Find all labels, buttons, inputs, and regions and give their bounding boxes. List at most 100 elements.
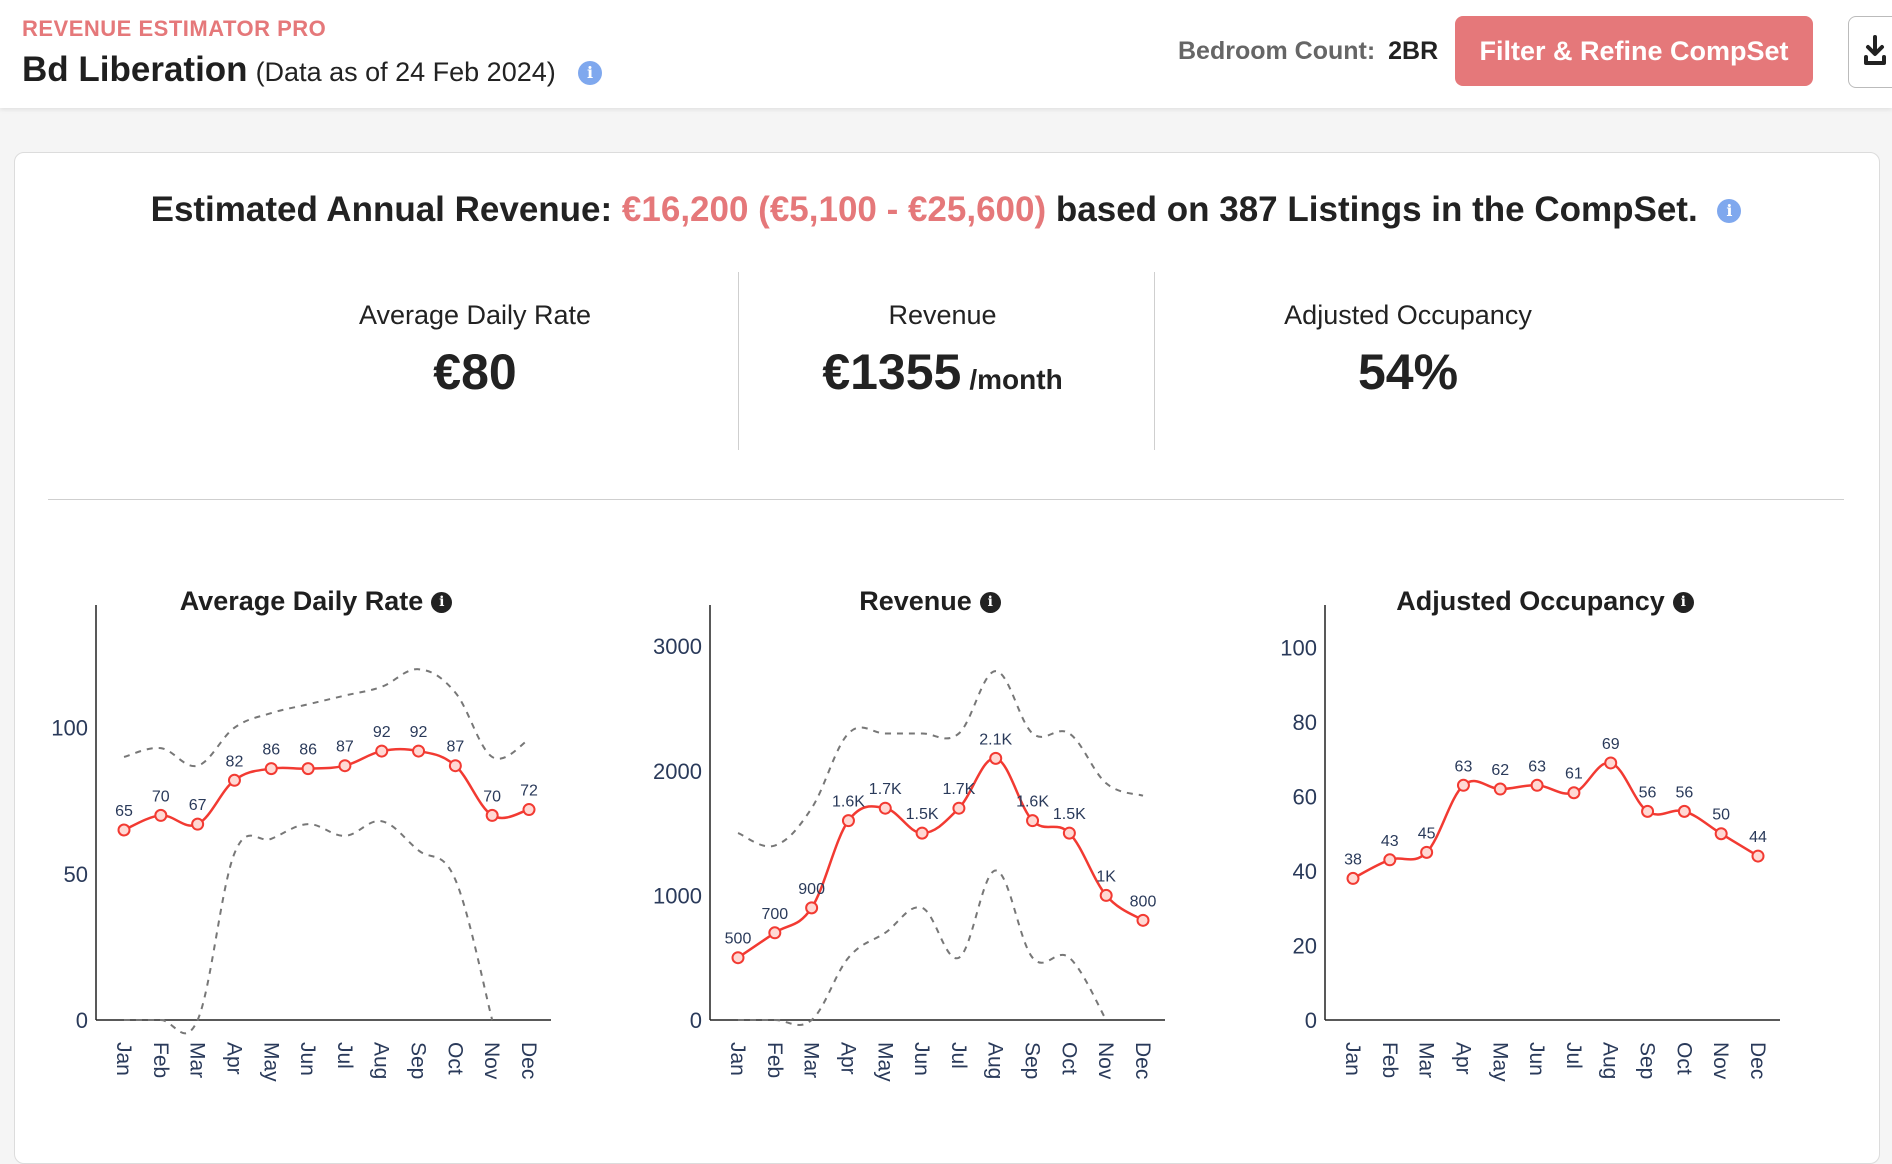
- y-tick-label: 0: [1305, 1008, 1317, 1033]
- stat-label: Adjusted Occupancy: [1284, 300, 1532, 330]
- chart-title: Average Daily Rate i: [36, 586, 596, 617]
- data-label: 86: [262, 742, 280, 759]
- data-point: [1751, 849, 1765, 863]
- series-line: [123, 747, 530, 832]
- data-label: 1.5K: [1053, 806, 1086, 823]
- data-point: [412, 744, 426, 758]
- x-tick-label: Mar: [800, 1042, 823, 1078]
- x-tick-label: Mar: [1415, 1042, 1438, 1078]
- data-point: [878, 801, 892, 815]
- x-tick-label: Aug: [370, 1042, 393, 1079]
- download-icon: [1864, 35, 1886, 65]
- data-point: [1641, 804, 1655, 818]
- y-tick-label: 50: [64, 862, 88, 887]
- occupancy-chart-svg: 0 20 40 60 80 100 Jan Feb Mar Apr May Jun Jul Aug Sep O…: [1280, 605, 1780, 1082]
- data-point: [1530, 778, 1544, 792]
- upper-band-line: [737, 670, 1144, 848]
- filter-refine-compset-button[interactable]: Filter & Refine CompSet: [1455, 16, 1813, 86]
- upper-band-line: [123, 668, 530, 768]
- data-label: 70: [483, 788, 501, 805]
- x-tick-label: Sep: [407, 1042, 430, 1079]
- divider: [1154, 272, 1155, 450]
- stat-adr: Average Daily Rate €80: [300, 300, 650, 401]
- x-tick-label: Apr: [1451, 1042, 1474, 1075]
- divider: [738, 272, 739, 450]
- stat-label: Revenue: [888, 300, 997, 330]
- data-point: [1420, 845, 1434, 859]
- x-tick-label: Dec: [1746, 1042, 1769, 1079]
- question-icon[interactable]: i: [979, 592, 1001, 614]
- revenue-chart: Revenue i 0 1000 2000 3000 Jan Feb Mar Apr May Jun…: [650, 560, 1210, 1100]
- x-tick-label: Oct: [1672, 1042, 1695, 1075]
- chart-title: Adjusted Occupancy i: [1265, 586, 1825, 617]
- data-point: [1456, 778, 1470, 792]
- question-icon[interactable]: i: [1672, 592, 1694, 614]
- chart-title: Revenue i: [650, 586, 1210, 617]
- info-icon[interactable]: i: [1717, 199, 1742, 223]
- x-tick-label: Nov: [1709, 1042, 1732, 1080]
- y-tick-label: 100: [51, 716, 88, 741]
- bedroom-count-label: Bedroom Count:: [1178, 37, 1376, 65]
- x-tick-label: Feb: [1378, 1042, 1401, 1078]
- data-point: [768, 926, 782, 940]
- x-tick-label: Sep: [1636, 1042, 1659, 1079]
- data-label: 65: [115, 803, 133, 820]
- data-point: [154, 808, 168, 822]
- data-point: [301, 762, 315, 776]
- data-label: 92: [410, 724, 428, 741]
- data-label: 1.7K: [869, 781, 902, 798]
- data-label: 86: [299, 742, 317, 759]
- data-label: 67: [189, 797, 207, 814]
- data-label: 70: [152, 788, 170, 805]
- download-button[interactable]: [1848, 16, 1892, 88]
- data-point: [731, 951, 745, 965]
- estimated-revenue-headline: Estimated Annual Revenue: €16,200 (€5,10…: [0, 190, 1892, 230]
- series-line: [737, 757, 1144, 959]
- data-label: 1.5K: [906, 806, 939, 823]
- data-point: [1677, 804, 1691, 818]
- data-point: [191, 817, 205, 831]
- x-tick-label: Aug: [1599, 1042, 1622, 1079]
- data-label: 1.6K: [832, 794, 865, 811]
- x-tick-label: Jul: [333, 1042, 356, 1069]
- x-tick-label: Sep: [1021, 1042, 1044, 1079]
- x-tick-label: Aug: [984, 1042, 1007, 1079]
- stat-occupancy: Adjusted Occupancy 54%: [1233, 300, 1583, 401]
- data-point: [264, 762, 278, 776]
- data-point: [1026, 814, 1040, 828]
- stat-value: 54%: [1357, 344, 1459, 400]
- data-point: [1567, 786, 1581, 800]
- data-label: 63: [1455, 758, 1473, 775]
- data-point: [1099, 888, 1113, 902]
- lower-band-line: [123, 820, 494, 1035]
- x-tick-label: Apr: [222, 1042, 245, 1075]
- x-tick-label: May: [873, 1042, 896, 1082]
- info-icon[interactable]: i: [578, 61, 602, 85]
- x-tick-label: Jul: [1562, 1042, 1585, 1069]
- bedroom-count-value: 2BR: [1388, 37, 1439, 65]
- data-label: 63: [1528, 758, 1546, 775]
- x-tick-label: Oct: [443, 1042, 466, 1075]
- x-tick-label: Feb: [149, 1042, 172, 1078]
- data-point: [485, 808, 499, 822]
- question-icon[interactable]: i: [431, 592, 453, 614]
- data-point: [1346, 871, 1360, 885]
- x-tick-label: Nov: [1094, 1042, 1117, 1080]
- lower-band-line: [737, 869, 1108, 1026]
- stat-value: €80: [433, 344, 517, 400]
- x-tick-label: Jan: [112, 1042, 135, 1076]
- y-tick-label: 100: [1280, 635, 1317, 660]
- y-tick-label: 80: [1293, 710, 1317, 735]
- headline-prefix: Estimated Annual Revenue:: [150, 190, 613, 229]
- x-tick-label: Feb: [763, 1042, 786, 1078]
- data-label: 82: [226, 753, 244, 770]
- data-label: 45: [1418, 825, 1436, 842]
- data-label: 69: [1602, 736, 1620, 753]
- x-tick-label: May: [259, 1042, 282, 1082]
- x-tick-label: Jun: [1525, 1042, 1548, 1076]
- data-point: [227, 773, 241, 787]
- y-tick-label: 40: [1293, 859, 1317, 884]
- x-tick-label: Apr: [836, 1042, 859, 1075]
- x-tick-label: Nov: [480, 1042, 503, 1080]
- data-label: 87: [446, 739, 464, 756]
